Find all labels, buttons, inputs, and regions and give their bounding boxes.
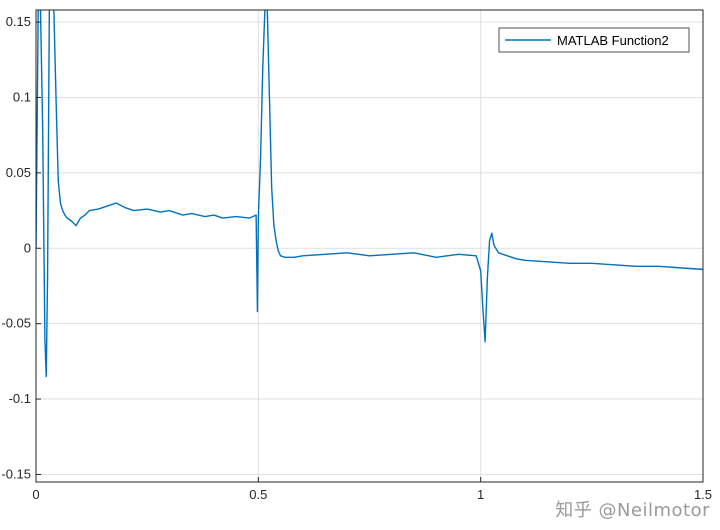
series-line	[36, 10, 703, 378]
legend[interactable]: MATLAB Function2	[498, 27, 690, 53]
y-tick-label: 0.05	[6, 165, 31, 180]
watermark: 知乎 @Neilmotor	[555, 500, 710, 521]
x-axis-ticks: 0 0.5 1 1.5	[32, 477, 712, 502]
x-tick-label: 0.5	[249, 487, 267, 502]
y-tick-label: 0.1	[13, 89, 31, 104]
series-group	[36, 10, 703, 378]
y-axis-ticks: 0.15 0.1 0.05 0 -0.05 -0.1 -0.15	[1, 14, 41, 481]
axes-box	[35, 9, 704, 483]
x-tick-label: 1	[477, 487, 484, 502]
y-tick-label: 0	[24, 240, 31, 255]
y-tick-label: 0.15	[6, 14, 31, 29]
y-tick-label: -0.05	[1, 316, 31, 331]
y-tick-label: -0.1	[9, 391, 31, 406]
y-tick-label: -0.15	[1, 466, 31, 481]
plot-area	[36, 10, 703, 378]
x-tick-label: 0	[32, 487, 39, 502]
legend-label: MATLAB Function2	[557, 33, 669, 48]
x-tick-label: 1.5	[694, 487, 712, 502]
